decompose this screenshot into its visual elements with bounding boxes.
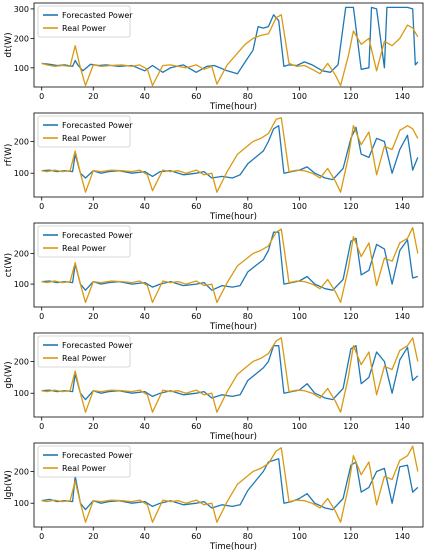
x-tick-label: 140: [395, 312, 410, 321]
x-tick-label: 100: [292, 422, 307, 431]
x-tick-label: 80: [243, 92, 253, 101]
x-tick-label: 20: [88, 202, 98, 211]
series-line-real: [41, 14, 419, 87]
x-tick-label: 0: [39, 312, 44, 321]
chart-panel-2: 0 20 40 60 80 100 120 140 100 200 Time(hour) rf(W) F…: [4, 112, 424, 222]
legend-label: Forecasted Power: [62, 451, 133, 460]
chart-panel-3: 0 20 40 60 80 100 120 140 100 200 Time(hour) ct(W) F…: [4, 222, 424, 332]
x-tick-label: 120: [343, 202, 358, 211]
x-tick-label: 20: [88, 312, 98, 321]
y-tick-label: 200: [14, 34, 29, 43]
x-tick-label: 100: [292, 202, 307, 211]
series-line-real: [41, 226, 419, 304]
chart-panel-1: 0 20 40 60 80 100 120 140 100 200 300 Time(hour) dt(…: [4, 2, 424, 112]
y-tick-label: 100: [14, 64, 29, 73]
x-tick-label: 120: [343, 92, 358, 101]
y-tick-label: 200: [14, 358, 29, 367]
x-tick-label: 60: [191, 202, 201, 211]
x-tick-label: 140: [395, 532, 410, 541]
series-line-real: [41, 337, 419, 413]
y-axis-label: gb(W): [4, 361, 14, 388]
x-tick-label: 80: [243, 422, 253, 431]
legend-label: Real Power: [62, 464, 107, 473]
y-axis-label: dt(W): [4, 32, 14, 57]
x-tick-label: 40: [140, 422, 150, 431]
legend-label: Real Power: [62, 24, 107, 33]
x-tick-label: 140: [395, 92, 410, 101]
legend-box: [37, 445, 131, 478]
x-tick-label: 0: [39, 422, 44, 431]
x-tick-label: 20: [88, 422, 98, 431]
x-axis-label: Time(hour): [209, 432, 257, 442]
x-axis-label: Time(hour): [209, 322, 257, 332]
y-axis-label: lgb(W): [4, 470, 14, 500]
x-tick-label: 0: [39, 532, 44, 541]
x-axis-label: Time(hour): [209, 102, 257, 112]
y-tick-label: 200: [14, 138, 29, 147]
y-axis-label: rf(W): [4, 144, 14, 167]
x-tick-label: 20: [88, 532, 98, 541]
y-tick-label: 100: [14, 499, 29, 508]
x-tick-label: 40: [140, 92, 150, 101]
x-tick-label: 80: [243, 312, 253, 321]
x-axis-label: Time(hour): [209, 542, 257, 550]
legend-label: Real Power: [62, 354, 107, 363]
x-axis-label: Time(hour): [209, 212, 257, 222]
x-tick-label: 120: [343, 422, 358, 431]
y-tick-label: 200: [14, 250, 29, 259]
series-line-real: [41, 117, 419, 193]
y-axis-label: ct(W): [4, 253, 14, 277]
x-tick-label: 140: [395, 422, 410, 431]
x-tick-label: 0: [39, 92, 44, 101]
legend-label: Forecasted Power: [62, 121, 133, 130]
legend-label: Forecasted Power: [62, 11, 133, 20]
chart-panel-4: 0 20 40 60 80 100 120 140 100 200 Time(hour) gb(W) F…: [4, 332, 424, 442]
legend-box: [37, 335, 131, 368]
x-tick-label: 40: [140, 532, 150, 541]
series-line-real: [41, 445, 419, 523]
x-tick-label: 80: [243, 532, 253, 541]
x-tick-label: 20: [88, 92, 98, 101]
x-tick-label: 100: [292, 532, 307, 541]
legend-box: [37, 115, 131, 148]
legend-label: Forecasted Power: [62, 341, 133, 350]
y-tick-label: 300: [14, 5, 29, 14]
legend-label: Real Power: [62, 134, 107, 143]
x-tick-label: 120: [343, 532, 358, 541]
x-tick-label: 60: [191, 92, 201, 101]
y-tick-label: 100: [14, 169, 29, 178]
x-tick-label: 100: [292, 312, 307, 321]
chart-panel-5: 0 20 40 60 80 100 120 140 100 200 Time(hour) lgb(W)…: [4, 442, 424, 552]
legend-box: [37, 5, 131, 38]
y-tick-label: 100: [14, 280, 29, 289]
y-tick-label: 200: [14, 468, 29, 477]
x-tick-label: 0: [39, 202, 44, 211]
legend-label: Real Power: [62, 244, 107, 253]
x-tick-label: 40: [140, 312, 150, 321]
legend-label: Forecasted Power: [62, 231, 133, 240]
x-tick-label: 100: [292, 92, 307, 101]
y-tick-label: 100: [14, 389, 29, 398]
x-tick-label: 120: [343, 312, 358, 321]
x-tick-label: 80: [243, 202, 253, 211]
x-tick-label: 140: [395, 202, 410, 211]
x-tick-label: 40: [140, 202, 150, 211]
x-tick-label: 60: [191, 422, 201, 431]
legend-box: [37, 225, 131, 258]
x-tick-label: 60: [191, 312, 201, 321]
x-tick-label: 60: [191, 532, 201, 541]
